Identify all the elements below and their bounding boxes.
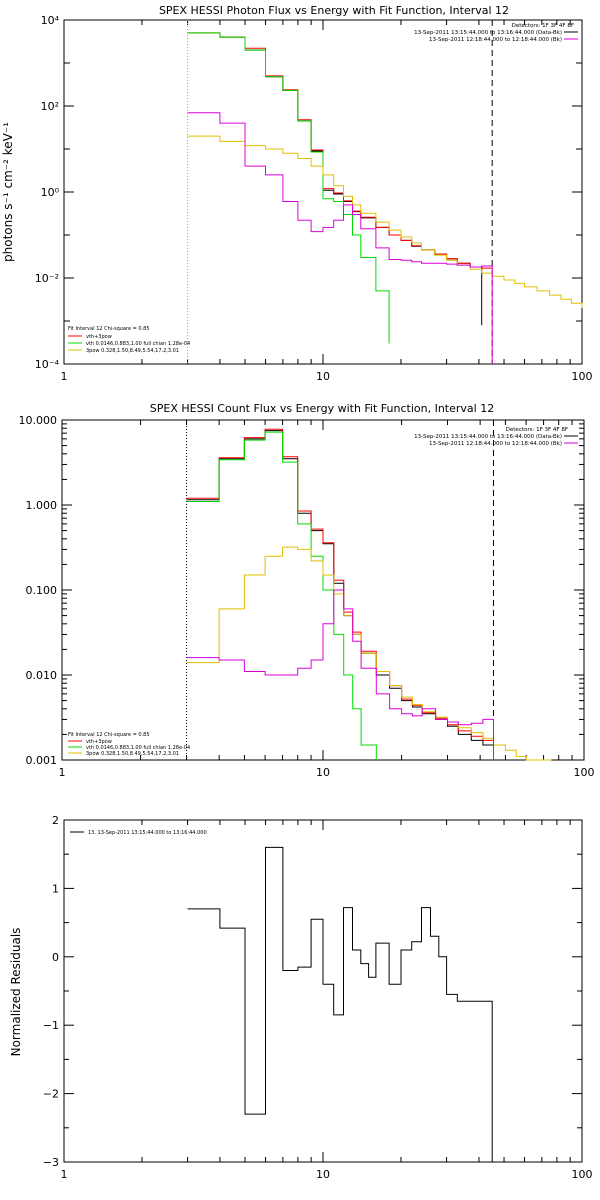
count-y-tick-labels: 0.001 0.010 0.100 1.000 10.000 (19, 414, 58, 767)
series-line-1 (187, 32, 493, 270)
legend-bk: 13-Sep-2011 12:18:44.000 to 12:18:44.000… (429, 37, 562, 43)
count-y-tick: 10.000 (19, 414, 58, 427)
photon-axes-ticks (63, 19, 583, 365)
residuals-plot-frame (63, 819, 583, 1163)
count-y-tick: 0.100 (26, 584, 58, 597)
photon-y-tick: 10⁴ (41, 14, 60, 27)
legend-residuals: 13. 13-Sep-2011 13:15:44.000 to 13:16:44… (88, 830, 207, 836)
series-line-2 (186, 431, 377, 760)
legend-vth: vth 0.0146,0.883,1.00 full chian 1.28e-0… (86, 341, 190, 347)
photon-x-tick-10: 10 (316, 370, 330, 383)
photon-y-tick: 10⁰ (41, 186, 60, 199)
residuals-y-tick: −1 (43, 1019, 59, 1032)
series-line-1 (186, 428, 494, 743)
legend-detectors: Detectors: 1F 3F 4F 8F (506, 427, 568, 433)
photon-x-tick-1: 1 (61, 370, 68, 383)
photon-x-tick-100: 100 (572, 370, 593, 383)
legend-bk: 13-Sep-2011 12:18:44.000 to 12:18:44.000… (429, 441, 562, 447)
residuals-y-tick: 2 (52, 814, 59, 827)
residuals-x-tick-1: 1 (61, 1168, 68, 1181)
legend-data-bk: 13-Sep-2011 13:15:44.000 to 13:16:44.000… (414, 434, 562, 440)
series-line-0 (186, 430, 494, 760)
residuals-y-tick: 1 (52, 882, 59, 895)
count-y-tick: 0.010 (26, 669, 58, 682)
residuals-y-tick-labels: −3 −2 −1 0 1 2 (43, 814, 59, 1169)
legend-vth3pow: vth+3pow (86, 739, 112, 745)
photon-vertical-markers (187, 20, 493, 364)
residuals-y-tick: 0 (52, 951, 59, 964)
residuals-series (187, 846, 493, 1162)
series-line-0 (219, 36, 483, 326)
series-line-3 (186, 546, 552, 761)
photon-legend-right: Detectors: 1F 3F 4F 8F 13-Sep-2011 13:15… (414, 23, 578, 43)
photon-panel-title: SPEX HESSI Photon Flux vs Energy with Fi… (159, 4, 509, 17)
count-x-tick-labels: 1 10 100 (59, 766, 595, 779)
count-x-tick-10: 10 (316, 766, 330, 779)
count-y-tick: 0.001 (26, 754, 58, 767)
residuals-x-tick-labels: 1 10 100 (61, 1168, 593, 1181)
legend-detectors: Detectors: 1F 3F 4F 8F (512, 23, 574, 29)
series-line-4 (187, 112, 493, 364)
residuals-legend: 13. 13-Sep-2011 13:15:44.000 to 13:16:44… (70, 830, 207, 836)
residuals-x-tick-100: 100 (572, 1168, 593, 1181)
panel-residuals: 1 10 100 −3 −2 −1 0 1 2 Normalized Resid… (9, 814, 593, 1181)
photon-series (187, 32, 583, 364)
photon-x-tick-labels: 1 10 100 (61, 370, 593, 383)
count-series (186, 428, 552, 761)
count-legend-right: Detectors: 1F 3F 4F 8F 13-Sep-2011 13:15… (414, 427, 578, 447)
count-y-tick: 1.000 (26, 499, 58, 512)
count-legend-left: Fit Interval 12 Chi-square = 0.85 vth+3p… (68, 732, 190, 757)
legend-fit-interval: Fit Interval 12 Chi-square = 0.85 (68, 326, 150, 332)
photon-y-axis-label: photons s⁻¹ cm⁻² keV⁻¹ (1, 122, 15, 262)
series-line-4 (186, 589, 494, 760)
photon-y-tick: 10⁻² (35, 272, 59, 285)
panel-count-flux: SPEX HESSI Count Flux vs Energy with Fit… (19, 402, 595, 779)
series-line-2 (187, 32, 390, 344)
legend-3pow: 3pow 0.328,1.50,8.49,5.54,17.2,3.01 (86, 751, 179, 757)
residuals-y-tick: −3 (43, 1156, 59, 1169)
legend-fit-interval: Fit Interval 12 Chi-square = 0.85 (68, 732, 150, 738)
count-axes-ticks (61, 419, 585, 761)
residuals-y-tick: −2 (43, 1088, 59, 1101)
series-line-3 (187, 135, 583, 309)
legend-3pow: 3pow 0.328,1.50,8.49,5.54,17.2,3.01 (86, 348, 179, 354)
count-x-tick-100: 100 (574, 766, 595, 779)
residuals-x-tick-10: 10 (316, 1168, 330, 1181)
legend-vth3pow: vth+3pow (86, 334, 112, 340)
legend-vth: vth 0.0146,0.883,1.00 full chian 1.28e-0… (86, 745, 190, 751)
count-x-tick-1: 1 (59, 766, 66, 779)
residuals-y-axis-label: Normalized Residuals (9, 928, 23, 1057)
panel-photon-flux: SPEX HESSI Photon Flux vs Energy with Fi… (1, 4, 593, 383)
series-line-0 (187, 846, 493, 1162)
legend-data-bk: 13-Sep-2011 13:15:44.000 to 13:16:44.000… (414, 30, 562, 36)
residuals-axes-ticks (63, 819, 583, 1163)
count-vertical-markers (186, 420, 494, 760)
count-panel-title: SPEX HESSI Count Flux vs Energy with Fit… (150, 402, 494, 415)
photon-y-tick-labels: 10⁻⁴ 10⁻² 10⁰ 10² 10⁴ (35, 14, 60, 371)
photon-y-tick: 10⁻⁴ (35, 358, 60, 371)
photon-y-tick: 10² (41, 100, 59, 113)
photon-legend-left: Fit Interval 12 Chi-square = 0.85 vth+3p… (68, 326, 190, 354)
